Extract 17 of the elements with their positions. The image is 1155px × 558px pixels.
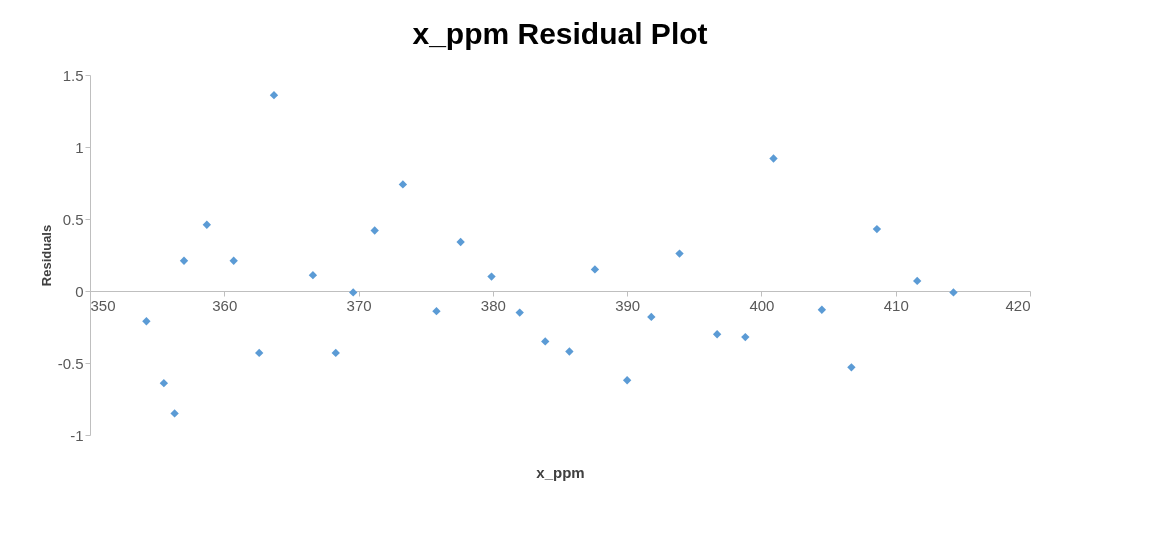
y-tick-label: -1 (70, 426, 84, 444)
y-axis-title: Residuals (38, 224, 54, 287)
x-tick-label: 380 (480, 296, 506, 314)
x-tick-label: 390 (615, 296, 641, 314)
x-tick-label: 420 (1005, 296, 1031, 314)
y-tick-label: 1.5 (62, 66, 84, 84)
chart-title: x_ppm Residual Plot (412, 17, 708, 50)
x-tick-label: 360 (212, 296, 238, 314)
x-tick-label: 410 (883, 296, 909, 314)
x-tick-label: 370 (346, 296, 372, 314)
y-tick-label: 1 (75, 138, 84, 156)
y-tick-label: 0.5 (62, 210, 84, 228)
y-tick-label: 0 (75, 282, 84, 300)
x-tick-label: 350 (90, 296, 116, 314)
y-tick-label: -0.5 (57, 354, 84, 372)
x-tick-label: 400 (749, 296, 775, 314)
x-axis-title: x_ppm (536, 463, 585, 481)
